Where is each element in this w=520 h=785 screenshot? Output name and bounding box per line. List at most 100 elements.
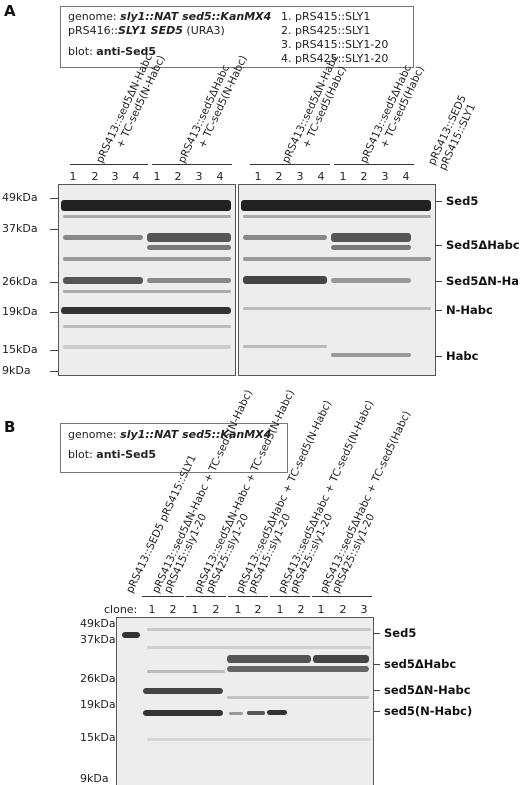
clone-underline (186, 596, 226, 597)
group-underline (250, 164, 330, 165)
panel-b-blot-line: blot: anti-Sed5 (68, 448, 156, 462)
band-sed5-delta-habc (331, 233, 411, 242)
band-background (63, 290, 231, 293)
band-background (63, 257, 231, 261)
band-background (147, 738, 371, 741)
clone-number: 1 (317, 603, 325, 616)
mw-marker: 37kDa (2, 222, 38, 235)
mw-marker: 15kDa (80, 731, 116, 744)
band-tick (436, 281, 442, 282)
band-tick (436, 310, 442, 311)
mw-tick (50, 350, 58, 351)
band-background (243, 307, 431, 310)
band-sed5-delta-habc (227, 655, 311, 663)
control-label: pRS413::SED5 pRS415::SLY1 (426, 93, 480, 172)
mw-marker: 26kDa (80, 672, 116, 685)
band-background (63, 345, 231, 349)
panel-a-blot-line: blot: anti-Sed5 (68, 45, 156, 59)
blot-value: anti-Sed5 (96, 448, 157, 461)
band-n-habc (61, 307, 231, 314)
lane-number: 2 (275, 170, 283, 183)
clone-label: clone: (104, 603, 138, 616)
group-label: pRS413::sed5ΔN-Habc + TC-sed5(Habc) (280, 52, 352, 170)
band-background (63, 235, 143, 240)
lane-number: 4 (402, 170, 410, 183)
gel-b (116, 617, 374, 785)
band-tick (436, 245, 442, 246)
clone-number: 1 (191, 603, 199, 616)
band-background (147, 646, 371, 649)
lane-number: 1 (153, 170, 161, 183)
band-sed5-n-habc (267, 710, 287, 715)
panel-b-genome-line: genome: sly1::NAT sed5::KanMX4 (68, 428, 271, 442)
clone-number: 2 (169, 603, 177, 616)
lane-number: 4 (317, 170, 325, 183)
band-background (227, 666, 369, 672)
clone-number: 3 (360, 603, 368, 616)
mw-marker: 19kDa (80, 698, 116, 711)
band-label-sed5-delta-n-habc: sed5ΔN-Habc (384, 683, 471, 697)
lane-number: 3 (195, 170, 203, 183)
lane-number: 4 (132, 170, 140, 183)
panel-a-letter: A (4, 2, 16, 20)
mw-marker: 19kDa (2, 305, 38, 318)
lane-number: 2 (91, 170, 99, 183)
panel-a-plasmid-line: pRS416::SLY1 SED5 (URA3) (68, 24, 225, 38)
band-tick (436, 201, 442, 202)
legend-item: 1. pRS415::SLY1 (281, 10, 371, 23)
band-tick (374, 690, 380, 691)
clone-underline (142, 596, 184, 597)
band-background (147, 245, 231, 250)
lane-number: 2 (174, 170, 182, 183)
lane-number: 4 (216, 170, 224, 183)
band-background (243, 345, 327, 348)
mw-marker: 15kDa (2, 343, 38, 356)
band-sed5-delta-habc (313, 655, 369, 663)
mw-marker: 49kDa (80, 617, 116, 630)
band-background (331, 278, 411, 283)
clone-number: 1 (234, 603, 242, 616)
band-tick (374, 664, 380, 665)
legend-item: 2. pRS425::SLY1 (281, 24, 371, 37)
band-background (147, 278, 231, 283)
band-tick (436, 356, 442, 357)
legend-item: 4. pRS425::SLY1-20 (281, 52, 389, 65)
clone-underline (270, 596, 310, 597)
band-label-sed5-delta-n-habc: Sed5ΔN-Habc (446, 274, 520, 288)
clone-underline (312, 596, 372, 597)
lane-number: 3 (111, 170, 119, 183)
genome-label: genome: (68, 10, 117, 23)
band-sed5-delta-n-habc (243, 276, 327, 284)
clone-number: 1 (276, 603, 284, 616)
band-background (227, 696, 369, 699)
clone-number: 2 (254, 603, 262, 616)
mw-marker: 37kDa (80, 633, 116, 646)
mw-tick (50, 282, 58, 283)
mw-marker: 9kDa (2, 364, 31, 377)
plasmid-marker: (URA3) (186, 24, 225, 37)
blot-label: blot: (68, 448, 93, 461)
genome-label: genome: (68, 428, 117, 441)
band-label-n-habc: N-Habc (446, 303, 493, 317)
band-label-sed5: Sed5 (446, 194, 479, 208)
band-background (147, 628, 371, 631)
band-background (243, 235, 327, 240)
lane-number: 2 (360, 170, 368, 183)
band-sed5-delta-n-habc (143, 688, 223, 694)
lane-number: 1 (69, 170, 77, 183)
band-background (243, 215, 431, 218)
clone-number: 2 (297, 603, 305, 616)
band-label-sed5-n-habc: sed5(N-Habc) (384, 704, 473, 718)
band-background (147, 670, 225, 673)
panel-a-genome-line: genome: sly1::NAT sed5::KanMX4 (68, 10, 271, 24)
lane-number: 3 (381, 170, 389, 183)
gel-a-right (238, 184, 436, 376)
panel-a-legend: 1. pRS415::SLY1 2. pRS425::SLY1 3. pRS41… (281, 10, 388, 66)
band-sed5-n-habc (229, 712, 243, 715)
panel-b-letter: B (4, 418, 16, 436)
mw-tick (50, 312, 58, 313)
mw-marker: 9kDa (80, 772, 109, 785)
lane-number: 3 (296, 170, 304, 183)
band-tick (374, 633, 380, 634)
panel-a-info-box: genome: sly1::NAT sed5::KanMX4 pRS416::S… (60, 6, 414, 68)
